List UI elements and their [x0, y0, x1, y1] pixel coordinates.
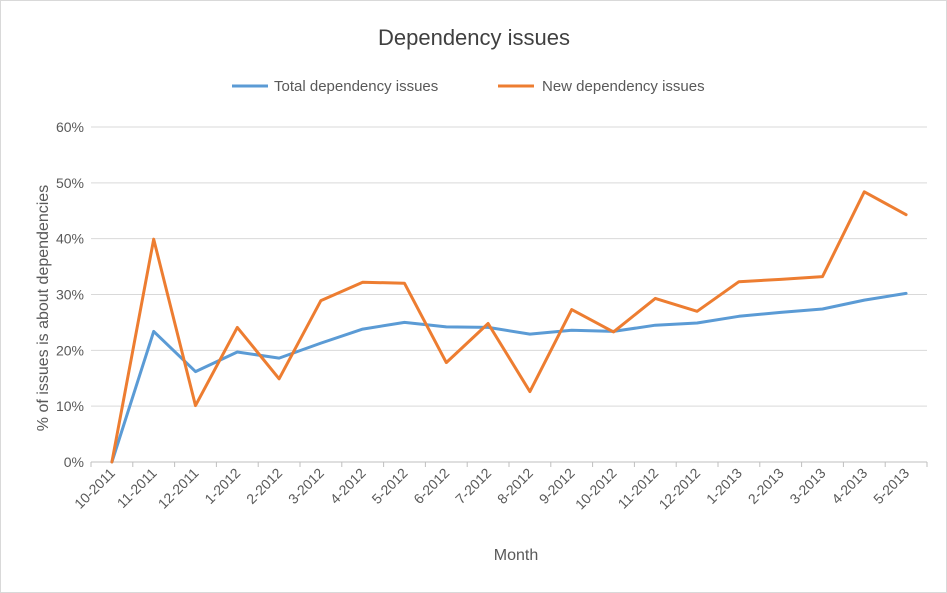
x-tick-label: 8-2012: [494, 465, 536, 507]
series-lines: [110, 190, 908, 464]
x-tick-label: 4-2013: [828, 465, 870, 507]
x-tick-label: 11-2012: [615, 465, 662, 512]
x-tick-label: 7-2012: [452, 465, 494, 507]
gridlines: [91, 126, 927, 463]
y-axis-title: % of issues is about dependencies: [35, 185, 52, 431]
y-tick-label: 50%: [56, 175, 84, 191]
x-tick-label: 11-2011: [114, 465, 160, 511]
x-tick-label: 10-2012: [572, 465, 620, 513]
y-tick-label: 60%: [56, 119, 84, 135]
x-tick-label: 1-2013: [703, 465, 745, 507]
x-tick-label: 3-2012: [285, 465, 327, 507]
x-tick-label: 10-2011: [71, 465, 118, 512]
x-tick-label: 2-2012: [243, 465, 285, 507]
legend: Total dependency issues New dependency is…: [232, 78, 705, 95]
x-tick-label: 2-2013: [745, 465, 787, 507]
y-tick-label: 40%: [56, 231, 84, 247]
chart-title: Dependency issues: [378, 25, 570, 50]
y-tick-label: 20%: [56, 342, 84, 358]
series-line-new: [110, 190, 908, 464]
y-tick-label: 10%: [56, 398, 84, 414]
x-tick-label: 12-2012: [656, 465, 704, 513]
x-tick-label: 5-2013: [870, 465, 912, 507]
y-tick-label: 0%: [64, 454, 84, 470]
x-tick-label: 3-2013: [786, 465, 828, 507]
x-tick-label: 5-2012: [368, 465, 410, 507]
series-line-total: [110, 291, 908, 464]
x-tick-label: 6-2012: [410, 465, 452, 507]
x-tick-label: 12-2011: [155, 465, 202, 512]
x-axis-title: Month: [494, 547, 538, 564]
x-tick-label: 1-2012: [201, 465, 243, 507]
legend-label: Total dependency issues: [274, 78, 438, 95]
legend-label: New dependency issues: [542, 78, 705, 95]
y-tick-label: 30%: [56, 287, 84, 303]
y-axis-ticks: 0% 10% 20% 30% 40% 50% 60%: [56, 119, 84, 470]
x-tick-label: 4-2012: [327, 465, 369, 507]
